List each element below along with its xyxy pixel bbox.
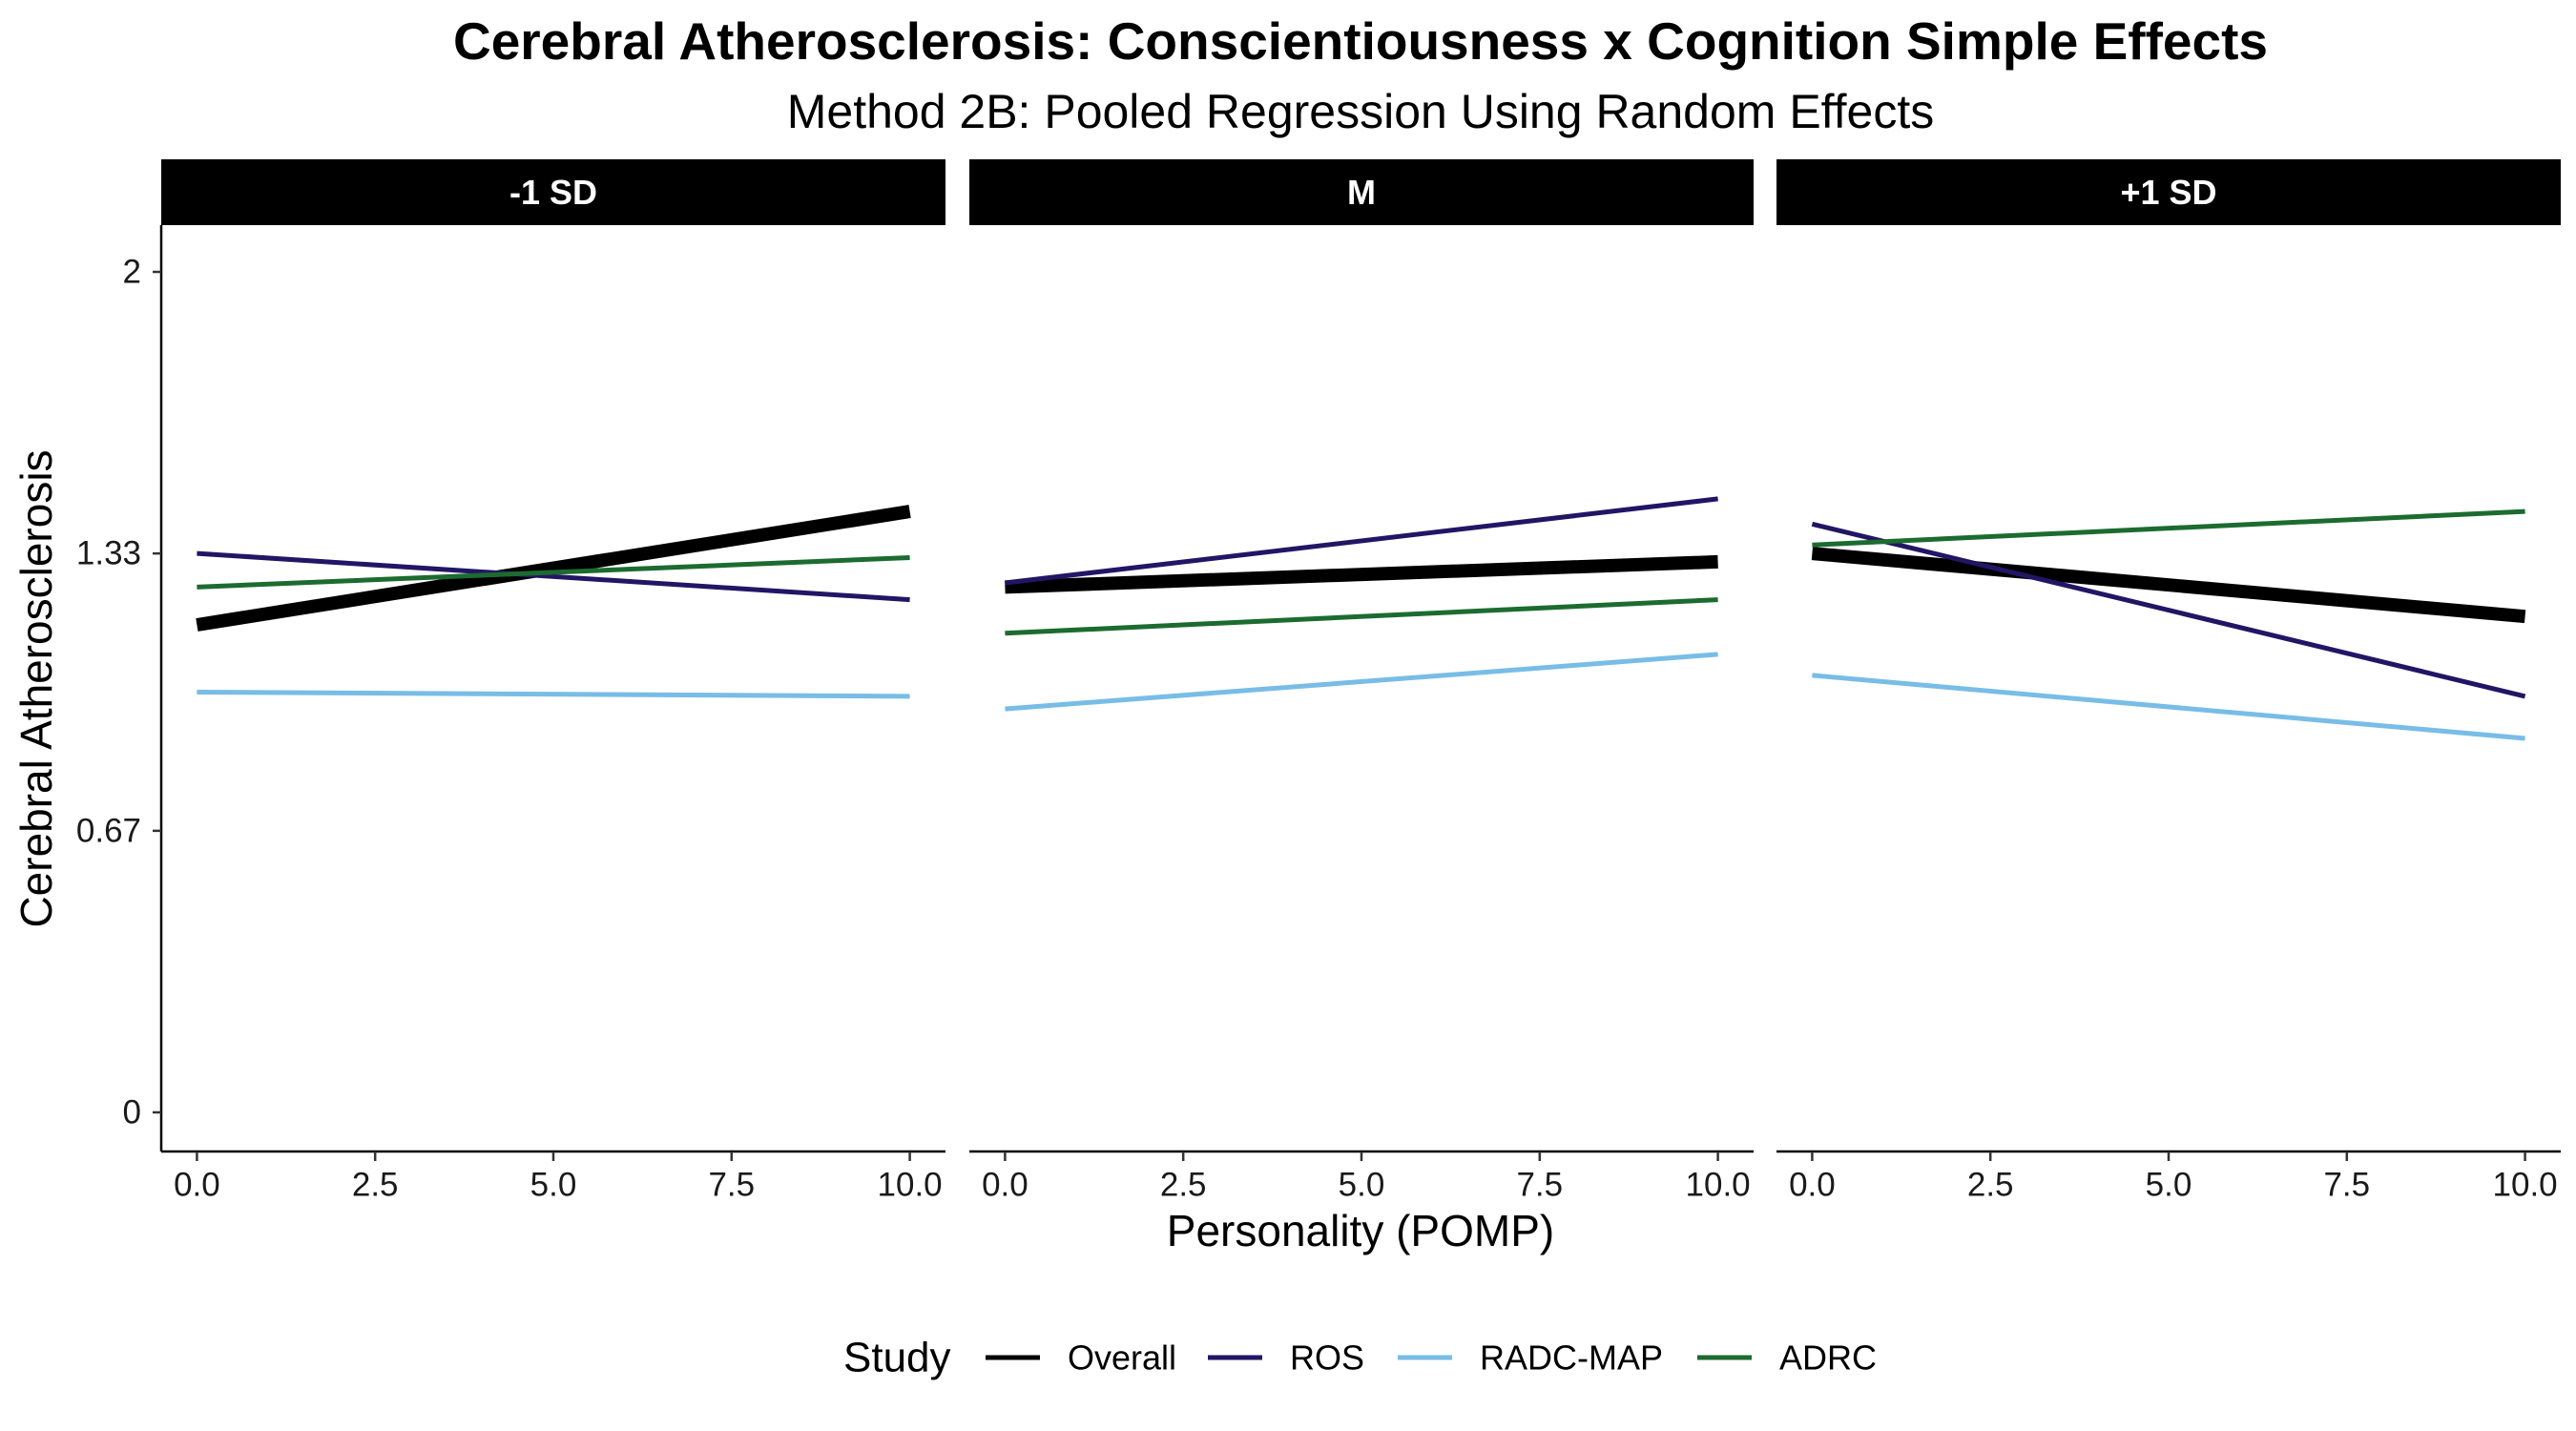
series-lines (196, 505, 911, 699)
facet-strip-label: M (1347, 173, 1376, 212)
y-axis: 0 0.67 1.33 2 (76, 225, 163, 1151)
legend-item-overall: Overall (986, 1338, 1176, 1378)
legend-item-ros: ROS (1208, 1338, 1364, 1378)
facet-strip-label: -1 SD (509, 173, 597, 212)
legend-label: ADRC (1779, 1338, 1877, 1378)
y-tick-label: 2 (123, 254, 141, 291)
x-tick-label: 0.0 (982, 1167, 1028, 1204)
legend-item-adrc: ADRC (1697, 1338, 1877, 1378)
legend-label: RADC-MAP (1480, 1338, 1663, 1378)
legend-title: Study (843, 1335, 951, 1381)
legend-items: Overall ROS RADC-MAP ADRC (986, 1338, 1877, 1378)
series-line-adrc (1812, 508, 2525, 548)
series-line-adrc (1005, 597, 1718, 636)
x-tick-label: 10.0 (2493, 1167, 2558, 1204)
facet-strip (161, 159, 945, 225)
facet-panels: -1 SD0.0 2.5 5.0 7.5 10.0M0.0 2.5 5.0 7.5 10.0+1… (161, 159, 2561, 1204)
legend-label: ROS (1290, 1338, 1364, 1378)
legend-label: Overall (1068, 1338, 1176, 1378)
x-tick-label: 5.0 (530, 1167, 577, 1204)
x-tick-label: 2.5 (1160, 1167, 1207, 1204)
series-line-radc-map (1005, 652, 1718, 712)
facet-panel-m: M 0.0 2.5 5.0 7.5 10.0 (969, 159, 1754, 1204)
series-line-ros (197, 550, 910, 603)
series-lines (1005, 496, 1718, 712)
facet-strip (1776, 159, 2561, 225)
series-line-overall (196, 505, 911, 632)
series-line-radc-map (197, 690, 910, 699)
y-axis-title: Cerebral Atherosclerosis (11, 449, 61, 927)
x-tick-label: 5.0 (1339, 1167, 1385, 1204)
facet-strip-label: +1 SD (2120, 173, 2216, 212)
x-tick-label: 0.0 (174, 1167, 220, 1204)
y-tick-label: 0.67 (76, 812, 141, 849)
facet-strip (969, 159, 1754, 225)
series-line-adrc (197, 555, 910, 590)
series-line-ros (1005, 496, 1718, 586)
y-tick-label: 1.33 (76, 535, 141, 572)
chart-title: Cerebral Atherosclerosis: Conscientiousn… (453, 11, 2268, 71)
legend: Study Overall ROS RADC-MAP ADRC (843, 1335, 1877, 1381)
series-line-ros (1811, 521, 2526, 699)
legend-item-radc-map: RADC-MAP (1398, 1338, 1663, 1378)
facet-panel-minus-1-sd: -1 SD 0.0 2.5 5.0 7.5 10.0 (161, 159, 945, 1204)
x-tick-label: 0.0 (1789, 1167, 1836, 1204)
series-lines (1811, 508, 2526, 741)
x-tick-label: 7.5 (708, 1167, 755, 1204)
y-tick-label: 0 (123, 1094, 141, 1131)
x-tick-label: 5.0 (2146, 1167, 2192, 1204)
x-tick-label: 10.0 (878, 1167, 943, 1204)
x-tick-label: 7.5 (1516, 1167, 1563, 1204)
facet-panel-plus-1-sd: +1 SD 0.0 2.5 5.0 7.5 10.0 (1776, 159, 2561, 1204)
x-tick-label: 7.5 (2323, 1167, 2370, 1204)
series-line-overall (1005, 554, 1718, 594)
x-axis-title: Personality (POMP) (1167, 1206, 1554, 1255)
x-tick-label: 10.0 (1686, 1167, 1751, 1204)
series-line-radc-map (1812, 673, 2525, 741)
chart-subtitle: Method 2B: Pooled Regression Using Rando… (787, 85, 1935, 138)
x-tick-label: 2.5 (1967, 1167, 2014, 1204)
series-line-overall (1811, 547, 2526, 624)
x-tick-label: 2.5 (352, 1167, 399, 1204)
